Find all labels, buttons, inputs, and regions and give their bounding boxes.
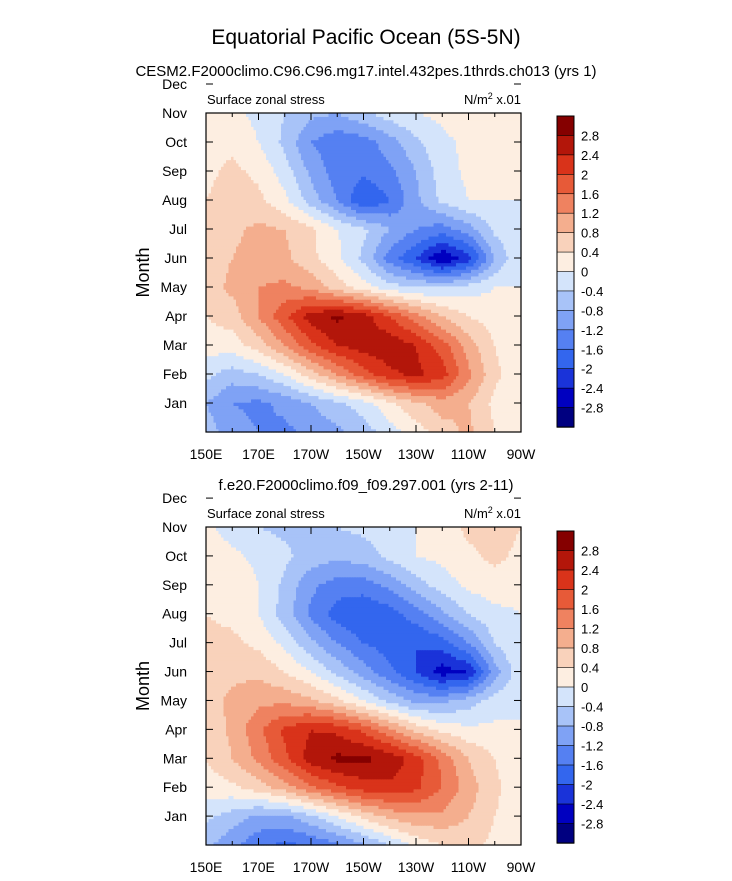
panel-1-subtitle: CESM2.F2000climo.C96.C96.mg17.intel.432p… — [135, 63, 596, 80]
panel-1-units-label: N/m2 x.01 — [464, 91, 521, 107]
panel-1-plot: 150E 170E 170W 150W 130W 110W 90WJanFebMarAprM… — [133, 76, 536, 462]
figure-title: Equatorial Pacific Ocean (5S-5N) — [211, 26, 520, 49]
panel-1-variable-label: Surface zonal stress — [207, 92, 325, 107]
contour-field — [206, 113, 522, 433]
